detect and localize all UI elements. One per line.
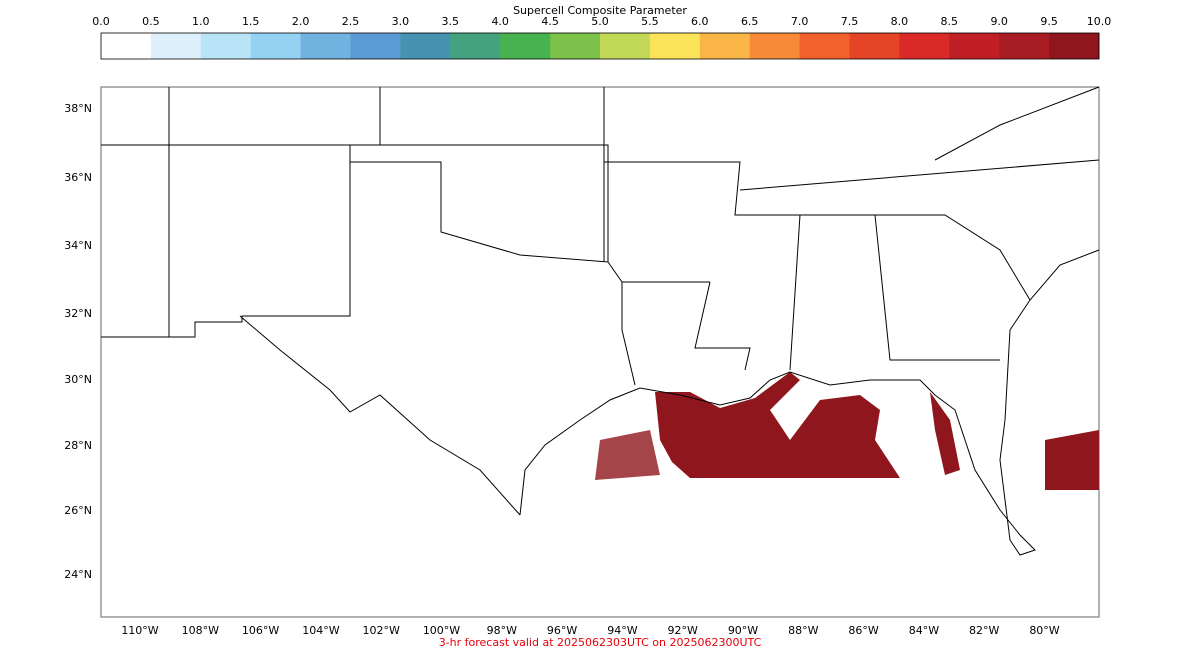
colorbar-tick-label: 9.0	[990, 15, 1008, 28]
colorbar-bin	[200, 33, 252, 59]
colorbar-tick-label: 5.0	[591, 15, 609, 28]
colorbar-tick-label: 7.5	[841, 15, 859, 28]
lon-label: 88°W	[788, 624, 818, 637]
colorbar-bin	[150, 33, 202, 59]
lon-label: 94°W	[607, 624, 637, 637]
lon-label: 82°W	[969, 624, 999, 637]
colorbar-bin	[600, 33, 651, 59]
lat-label: 28°N	[64, 439, 92, 452]
colorbar-bin	[1049, 33, 1100, 59]
colorbar-bin	[949, 33, 1000, 59]
lon-label: 84°W	[909, 624, 939, 637]
colorbar-bin	[699, 33, 751, 59]
colorbar-bin	[999, 33, 1050, 59]
scp-area	[930, 392, 960, 475]
lon-label: 104°W	[302, 624, 339, 637]
colorbar-bin	[550, 33, 601, 59]
colorbar-bin	[400, 33, 451, 59]
colorbar-bin	[250, 33, 302, 59]
colorbar-bin	[450, 33, 501, 59]
colorbar-bin	[500, 33, 551, 59]
lon-label: 86°W	[848, 624, 878, 637]
lat-label: 38°N	[64, 102, 92, 115]
lon-label: 100°W	[423, 624, 460, 637]
colorbar-tick-label: 7.0	[791, 15, 809, 28]
colorbar-bin	[899, 33, 950, 59]
colorbar-tick-label: 2.0	[292, 15, 310, 28]
colorbar-tick-label: 3.5	[442, 15, 460, 28]
lon-label: 96°W	[547, 624, 577, 637]
map	[100, 86, 1100, 618]
colorbar-tick-label: 1.0	[192, 15, 210, 28]
lon-label: 110°W	[121, 624, 158, 637]
colorbar-tick-label: 2.5	[342, 15, 360, 28]
colorbar-tick-label: 8.5	[941, 15, 959, 28]
colorbar-title: Supercell Composite Parameter	[513, 4, 687, 17]
lat-label: 26°N	[64, 504, 92, 517]
colorbar-tick-label: 10.0	[1087, 15, 1112, 28]
lon-label: 108°W	[182, 624, 219, 637]
colorbar-tick-label: 8.0	[891, 15, 909, 28]
colorbar: 0.0 0.5 1.0 1.5 2.0 2.5 3.0 3.5 4.0 4.5 5.0 5.5 6.0 6…	[92, 15, 1111, 59]
colorbar-tick-label: 3.0	[392, 15, 410, 28]
colorbar-bin	[101, 33, 152, 59]
lon-label: 90°W	[728, 624, 758, 637]
colorbar-bin	[649, 33, 701, 59]
colorbar-tick-label: 1.5	[242, 15, 260, 28]
lon-label: 106°W	[242, 624, 279, 637]
state-borders	[101, 86, 1100, 516]
scp-area	[655, 372, 900, 478]
lon-label: 98°W	[487, 624, 517, 637]
lat-labels: 38°N 36°N 34°N 32°N 30°N 28°N 26°N 24°N	[64, 102, 92, 581]
colorbar-tick-label: 6.5	[741, 15, 759, 28]
lon-label: 102°W	[363, 624, 400, 637]
colorbar-tick-label: 9.5	[1040, 15, 1058, 28]
lon-labels: 110°W 108°W 106°W 104°W 102°W 100°W 98°W 96°W 94…	[121, 624, 1059, 637]
lon-label: 80°W	[1029, 624, 1059, 637]
lat-label: 36°N	[64, 171, 92, 184]
colorbar-bin	[849, 33, 900, 59]
footer: 3-hr forecast valid at 2025062303UTC on …	[439, 636, 762, 649]
colorbar-tick-label: 4.0	[491, 15, 509, 28]
colorbar-tick-label: 0.0	[92, 15, 110, 28]
colorbar-bin	[350, 33, 401, 59]
map-frame	[100, 86, 1100, 618]
coastline	[519, 249, 1100, 556]
scp-area	[1045, 430, 1099, 490]
colorbar-tick-label: 0.5	[142, 15, 160, 28]
colorbar-tick-label: 5.5	[641, 15, 659, 28]
colorbar-bin	[300, 33, 351, 59]
colorbar-frame	[100, 32, 1100, 60]
colorbar-tick-label: 4.5	[541, 15, 559, 28]
lat-label: 30°N	[64, 373, 92, 386]
colorbar-bin	[749, 33, 801, 59]
lat-label: 32°N	[64, 307, 92, 320]
lat-label: 34°N	[64, 239, 92, 252]
colorbar-tick-label: 6.0	[691, 15, 709, 28]
colorbar-bin	[799, 33, 850, 59]
lat-label: 24°N	[64, 568, 92, 581]
scp-area	[595, 430, 660, 480]
lon-label: 92°W	[668, 624, 698, 637]
